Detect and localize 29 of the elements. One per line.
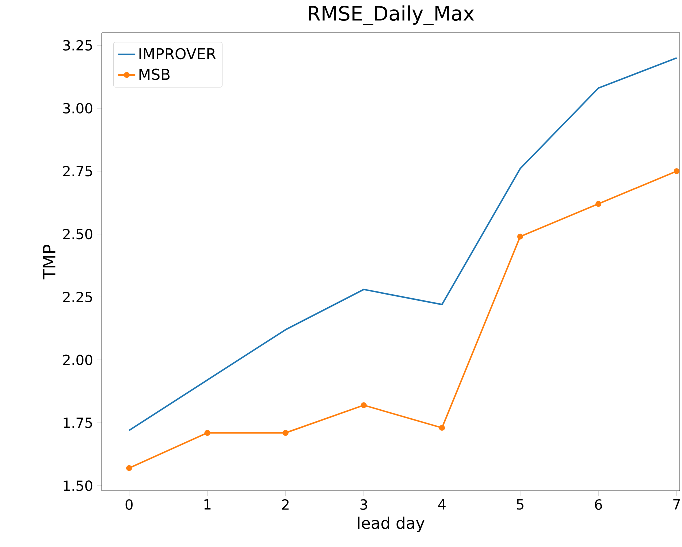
y-tick-label: 2.50 <box>63 229 93 240</box>
y-tick-label: 3.00 <box>63 103 93 114</box>
legend-label: IMPROVER <box>140 48 216 60</box>
y-axis-title: TMP <box>43 244 56 280</box>
point <box>126 465 132 472</box>
point <box>282 430 289 436</box>
y-tick-label: 3.25 <box>63 40 92 51</box>
x-tick-label: 5 <box>517 500 524 510</box>
x-tick-label: 6 <box>595 500 602 510</box>
x-tick-label: 7 <box>674 500 680 510</box>
point <box>517 234 524 240</box>
y-tick-label: 1.75 <box>64 418 92 428</box>
x-tick-label: 1 <box>204 500 211 510</box>
y-tick-label: 2.75 <box>63 166 92 177</box>
point <box>674 168 680 174</box>
point <box>596 201 602 208</box>
x-tick-label: 3 <box>360 500 368 510</box>
x-tick-label: 2 <box>282 500 289 510</box>
y-tick-label: 2.25 <box>63 292 92 303</box>
x-axis-title: lead day <box>358 516 425 532</box>
x-tick-label: 4 <box>438 500 446 510</box>
legend-label: MSB <box>140 68 170 80</box>
x-tick-label: 0 <box>126 500 133 510</box>
y-tick-label: 1.50 <box>64 480 93 492</box>
chart-title: RMSE_Daily_Max <box>309 6 474 26</box>
point <box>204 430 211 436</box>
point <box>361 402 367 408</box>
point <box>439 425 446 432</box>
y-tick-label: 2.00 <box>63 354 93 366</box>
